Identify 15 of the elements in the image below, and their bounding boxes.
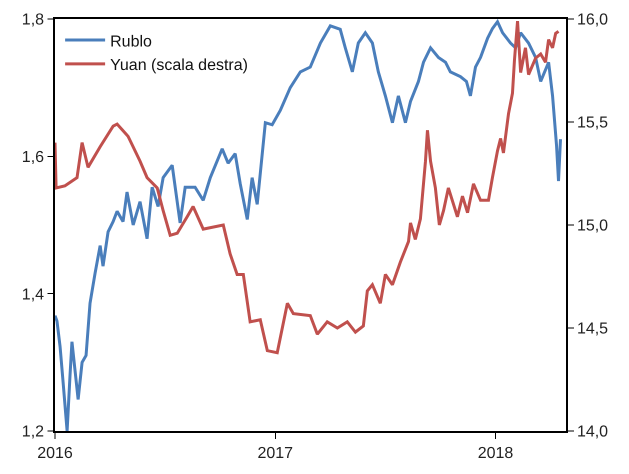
legend-label: Rublo	[110, 33, 152, 50]
y2-tick-label: 15,0	[576, 218, 608, 235]
x-tick-label: 2017	[257, 444, 294, 462]
y2-tick-label: 15,5	[576, 114, 608, 132]
y-tick-label: 1,4	[22, 286, 44, 304]
y-tick-label: 1,8	[22, 12, 44, 29]
y2-tick-label: 14,0	[576, 424, 608, 441]
y2-tick-label: 14,5	[576, 320, 608, 338]
y2-tick-label: 16,0	[576, 12, 608, 29]
x-tick-label: 2016	[37, 444, 73, 462]
y-tick-label: 1,6	[22, 148, 44, 166]
line-series	[55, 20, 560, 354]
x-tick-label: 2018	[478, 444, 514, 462]
legend-label: Yuan (scala destra)	[110, 57, 248, 74]
y-tick-label: 1,2	[22, 424, 44, 441]
